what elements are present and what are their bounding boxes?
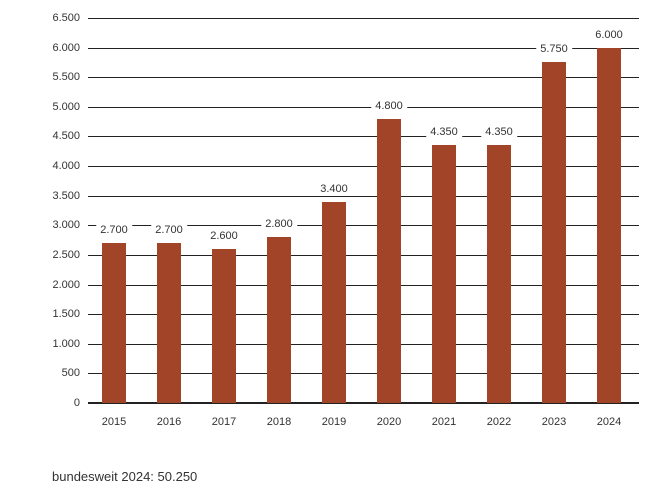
x-tick-label: 2021 bbox=[431, 416, 457, 428]
gridline bbox=[88, 107, 639, 108]
value-label: 2.600 bbox=[206, 230, 242, 242]
y-tick-label: 3.000 bbox=[52, 219, 80, 231]
footnote: bundesweit 2024: 50.250 bbox=[52, 469, 198, 484]
gridline bbox=[88, 314, 639, 315]
gridline bbox=[88, 166, 639, 167]
y-tick-label: 6.500 bbox=[52, 12, 80, 24]
x-tick-label: 2016 bbox=[156, 416, 182, 428]
x-tick-label: 2015 bbox=[101, 416, 127, 428]
y-tick-label: 6.000 bbox=[52, 42, 80, 54]
y-tick-label: 1.500 bbox=[52, 308, 80, 320]
bar-2017 bbox=[212, 249, 236, 403]
gridline bbox=[88, 255, 639, 256]
bar-2019 bbox=[322, 202, 346, 403]
gridline bbox=[88, 196, 639, 197]
value-label: 2.800 bbox=[261, 218, 297, 230]
value-label: 6.000 bbox=[591, 29, 627, 41]
value-label: 2.700 bbox=[151, 224, 187, 236]
bar-2018 bbox=[267, 237, 291, 403]
gridline bbox=[88, 77, 639, 78]
gridline bbox=[88, 48, 639, 49]
y-tick-label: 2.000 bbox=[52, 279, 80, 291]
y-tick-label: 4.000 bbox=[52, 160, 80, 172]
x-axis-line bbox=[88, 402, 639, 404]
gridline bbox=[88, 18, 639, 19]
gridline bbox=[88, 373, 639, 374]
x-tick-label: 2018 bbox=[266, 416, 292, 428]
value-label: 2.700 bbox=[96, 224, 132, 236]
gridline bbox=[88, 285, 639, 286]
gridline bbox=[88, 344, 639, 345]
x-tick-label: 2024 bbox=[596, 416, 622, 428]
y-tick-label: 3.500 bbox=[52, 190, 80, 202]
bar-2020 bbox=[377, 119, 401, 403]
x-tick-label: 2019 bbox=[321, 416, 347, 428]
bar-2021 bbox=[432, 145, 456, 403]
y-tick-label: 2.500 bbox=[52, 249, 80, 261]
bar-2022 bbox=[487, 145, 511, 403]
value-label: 3.400 bbox=[316, 183, 352, 195]
bar-2015 bbox=[102, 243, 126, 403]
gridline bbox=[88, 136, 639, 137]
bar-2024 bbox=[597, 48, 621, 403]
y-tick-label: 1.000 bbox=[52, 338, 80, 350]
y-tick-label: 500 bbox=[61, 367, 80, 379]
y-tick-label: 5.000 bbox=[52, 101, 80, 113]
value-label: 5.750 bbox=[536, 43, 572, 55]
value-label: 4.350 bbox=[481, 126, 517, 138]
value-label: 4.350 bbox=[426, 126, 462, 138]
x-tick-label: 2017 bbox=[211, 416, 237, 428]
bar-2023 bbox=[542, 62, 566, 403]
gridline bbox=[88, 225, 639, 226]
y-tick-label: 0 bbox=[73, 397, 80, 409]
y-tick-label: 5.500 bbox=[52, 71, 80, 83]
x-tick-label: 2022 bbox=[486, 416, 512, 428]
x-tick-label: 2020 bbox=[376, 416, 402, 428]
x-tick-label: 2023 bbox=[541, 416, 567, 428]
y-tick-label: 4.500 bbox=[52, 130, 80, 142]
value-label: 4.800 bbox=[371, 100, 407, 112]
bar-2016 bbox=[157, 243, 181, 403]
